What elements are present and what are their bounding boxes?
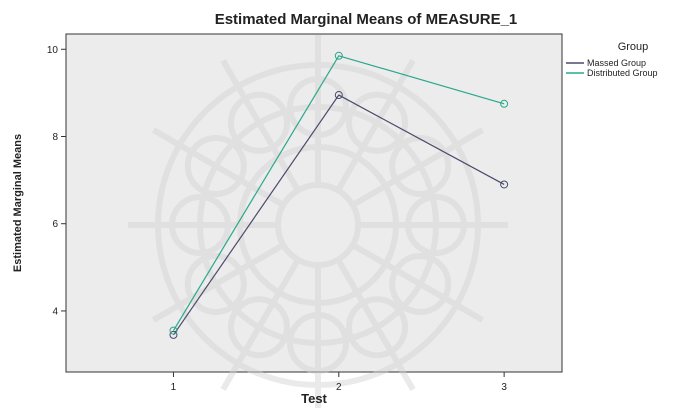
watermark-petal [389,135,452,197]
watermark-spoke [220,58,301,192]
data-point-massed-group [500,180,509,189]
watermark-spoke [335,58,416,192]
watermark-petal [184,253,247,315]
watermark-petal [228,91,290,154]
data-point-distributed-group [169,326,178,335]
watermark-ring [197,104,439,346]
data-point-distributed-group [500,99,509,108]
x-axis: 1 2 3 [171,372,507,393]
watermark-petal [287,312,349,374]
watermark-ornament [128,35,508,408]
legend-title: Group [618,41,649,53]
watermark-petal [287,76,349,138]
watermark-ring [155,62,481,388]
y-tick-label: 4 [52,306,58,317]
watermark-petal [389,253,452,315]
chart-title: Estimated Marginal Means of MEASURE_1 [215,11,518,28]
data-point-massed-group [169,330,178,339]
x-axis-label: Test [301,391,327,406]
y-tick-label: 8 [52,132,58,143]
data-point-distributed-group [334,51,343,60]
watermark-petal [169,194,231,256]
y-axis-label: Estimated Marginal Means [12,134,24,272]
legend-label: Distributed Group [587,68,658,78]
plot-area [65,33,563,373]
watermark-spoke [151,127,285,208]
series-line-distributed-group [172,55,505,331]
x-tick-label: 1 [171,382,177,393]
watermark-petal [346,91,408,154]
watermark-spoke [351,127,485,208]
legend-label: Massed Group [587,58,646,68]
watermark-ring [237,144,399,306]
series-line-massed-group [172,94,505,336]
y-tick-label: 6 [52,219,58,230]
watermark-spoke [351,242,485,323]
watermark-petal [228,296,290,359]
y-axis: 4 6 8 10 [47,45,66,317]
x-tick-label: 2 [336,382,342,393]
watermark-petal [184,135,247,197]
watermark-petal [346,296,408,359]
data-point-massed-group [334,91,343,100]
x-tick-label: 3 [501,382,507,393]
watermark-spoke [220,258,301,392]
series-layer [169,51,509,339]
watermark-petal [405,194,467,256]
y-tick-label: 10 [47,45,59,56]
watermark-spoke [335,258,416,392]
watermark-ring [275,182,361,268]
watermark-spoke [151,242,285,323]
